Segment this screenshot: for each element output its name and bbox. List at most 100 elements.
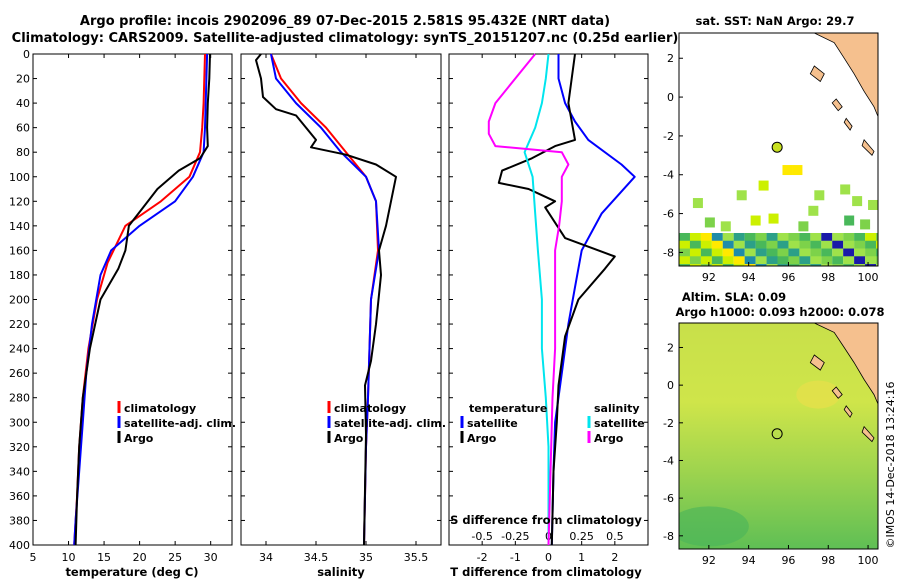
sst-band-cell <box>679 232 690 241</box>
sla-map-title-2: Argo h1000: 0.093 h2000: 0.078 <box>675 305 884 319</box>
sst-band-cell <box>777 232 789 241</box>
sst-band-cell <box>711 232 723 241</box>
ytick-label: 120 <box>9 195 30 208</box>
legend-salinity-title: salinity <box>594 402 640 415</box>
top-xtick-label: 0.5 <box>606 530 624 543</box>
sst-band-cell <box>700 264 712 266</box>
xtick-label: 1 <box>578 551 585 564</box>
xtick-label: -2 <box>477 551 488 564</box>
sst-band-cell <box>876 256 878 265</box>
sst-band-cell <box>755 256 767 265</box>
sst-band-cell <box>854 264 866 266</box>
ytick-label: 300 <box>9 416 30 429</box>
sst-band-cell <box>832 248 844 257</box>
sst-band-cell <box>766 248 778 257</box>
sst-band-cell <box>733 256 745 265</box>
sst-band-cell <box>711 240 723 249</box>
temperature-panel: 0 20 40 60 80 100 120 140 160 180 200 220 240 260 280 3… <box>9 48 233 564</box>
ytick-label: 0 <box>23 48 30 61</box>
sst-band-cell <box>733 248 745 257</box>
sst-band-cell <box>744 264 756 266</box>
sst-band-cell <box>679 248 690 257</box>
xtick-label: 10 <box>62 551 76 564</box>
difference-legend: temperature satellite Argo salinity sate… <box>460 402 645 445</box>
top-xtick-label: -0.25 <box>501 530 529 543</box>
map-frame <box>678 32 879 267</box>
sst-band-cell <box>755 232 767 241</box>
xtick-label: 30 <box>204 551 218 564</box>
xtick-label: 20 <box>133 551 147 564</box>
island <box>831 386 843 399</box>
sst-cell <box>798 221 809 232</box>
sst-band-cell <box>700 248 712 257</box>
sst-band-cell <box>766 240 778 249</box>
series-line-s-argo <box>487 53 570 546</box>
sst-cell <box>736 190 747 201</box>
sst-cell <box>868 199 878 210</box>
ytick-label: 160 <box>9 244 30 257</box>
sst-band-cell <box>689 256 701 265</box>
sst-band-cell <box>766 256 778 265</box>
ytick-label: 240 <box>9 343 30 356</box>
sst-cell <box>840 184 851 195</box>
xtick-label: 15 <box>97 551 111 564</box>
xtick-label: 2 <box>611 551 618 564</box>
series-line-argo <box>74 53 211 546</box>
sst-cell <box>814 190 825 201</box>
temperature-legend: climatology satellite-adj. clim. Argo <box>117 401 236 445</box>
series-line-t-satellite <box>550 54 636 546</box>
sst-band-cell <box>788 248 800 257</box>
xtick-label: -1 <box>510 551 521 564</box>
sst-band-cell <box>744 240 756 249</box>
ytick-label: 180 <box>9 269 30 282</box>
legend-s-argo: Argo <box>594 432 624 445</box>
ytick-label: 280 <box>9 392 30 405</box>
argo-position-marker <box>771 141 783 153</box>
sst-band-cell <box>689 232 701 241</box>
map-ytick-label: -6 <box>663 208 674 221</box>
sst-map-title: sat. SST: NaN Argo: 29.7 <box>695 14 854 28</box>
plot-frame <box>240 53 442 546</box>
sla-map-content <box>679 323 878 549</box>
sst-band-cell <box>799 264 811 266</box>
legend-temperature-title: temperature <box>469 402 547 415</box>
ytick-label: 200 <box>9 294 30 307</box>
sla-low <box>679 506 749 547</box>
sst-band-cell <box>788 232 800 241</box>
sst-band-cell <box>733 240 745 249</box>
sst-band-cell <box>755 264 767 266</box>
sst-band-cell <box>744 248 756 257</box>
sst-band-cell <box>777 264 789 266</box>
sst-band-cell <box>788 256 800 265</box>
sst-band-cell <box>788 264 800 266</box>
sst-band-cell <box>744 232 756 241</box>
ytick-label: 220 <box>9 318 30 331</box>
xtick-label: 35.5 <box>404 551 429 564</box>
sst-band-cell <box>711 264 723 266</box>
sst-map: 92 94 96 98 100 2 0 -2 -4 -6 -8 <box>663 32 879 284</box>
island <box>843 117 853 131</box>
sst-band-cell <box>711 248 723 257</box>
legend-t-satellite: satellite <box>467 417 518 430</box>
map-xtick-label: 96 <box>781 271 795 284</box>
island <box>809 65 825 83</box>
sst-band-cell <box>744 256 756 265</box>
sst-band-cell <box>832 264 844 266</box>
sst-band-cell <box>722 232 734 241</box>
sst-band-cell <box>876 248 878 257</box>
ytick-label: 260 <box>9 367 30 380</box>
sst-band-cell <box>843 240 855 249</box>
sst-band-cell <box>876 264 878 266</box>
map-ytick-label: -4 <box>663 169 674 182</box>
sst-band-cell <box>865 232 877 241</box>
sst-band-cell <box>700 256 712 265</box>
sst-band-cell <box>854 240 866 249</box>
ytick-label: 340 <box>9 465 30 478</box>
sst-band-cell <box>689 240 701 249</box>
sst-band-cell <box>843 232 855 241</box>
series-line-satellite-adj-clim- <box>270 53 380 546</box>
sst-cell <box>852 196 863 207</box>
sst-band-cell <box>700 240 712 249</box>
top-xtick-label: 0.25 <box>569 530 594 543</box>
